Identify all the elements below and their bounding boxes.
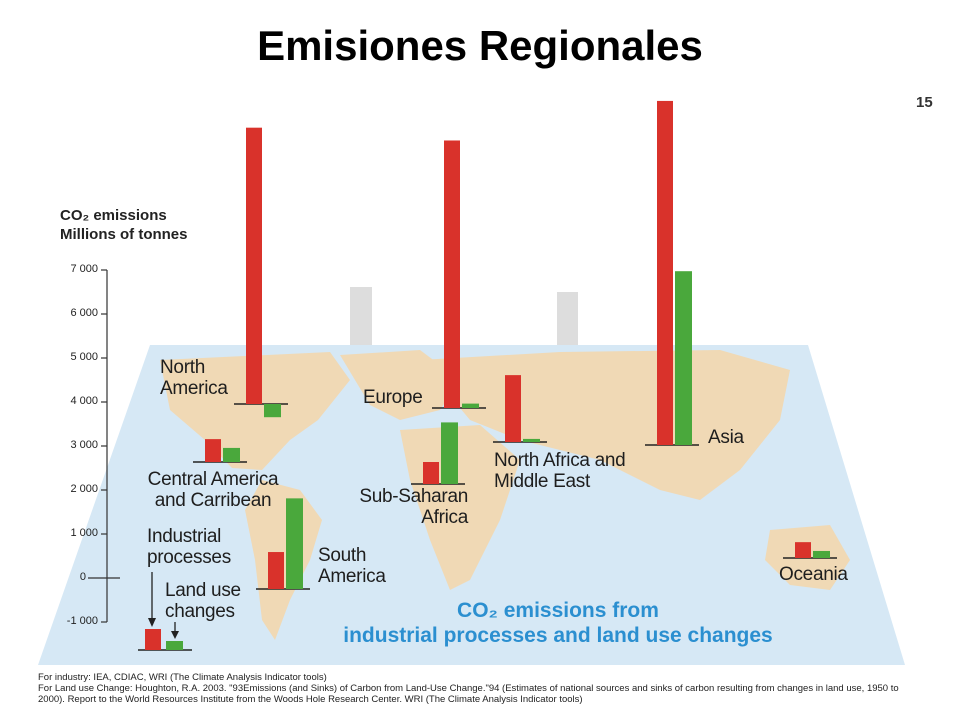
bar bbox=[246, 127, 262, 405]
y-tick-label: 2 000 bbox=[70, 483, 98, 495]
bar bbox=[813, 550, 830, 558]
bar bbox=[441, 422, 458, 484]
category-label: Central America and Carribean bbox=[147, 469, 279, 511]
source-line: For Land use Change: Houghton, R.A. 2003… bbox=[38, 683, 899, 705]
bar bbox=[205, 439, 221, 462]
y-axis-label: CO₂ emissions Millions of tonnes bbox=[60, 206, 188, 244]
legend-swatch bbox=[145, 629, 161, 650]
bar bbox=[523, 438, 540, 442]
map-title-line: industrial processes and land use change… bbox=[343, 624, 773, 647]
category-label: South America bbox=[318, 545, 386, 587]
category-label: Sub-Saharan Africa bbox=[359, 486, 468, 528]
bar bbox=[223, 447, 240, 462]
sources: For industry: IEA, CDIAC, WRI (The Clima… bbox=[38, 672, 918, 705]
y-tick-label: 4 000 bbox=[70, 395, 98, 407]
legend-arrowhead bbox=[148, 618, 156, 627]
legend-label: Land use changes bbox=[165, 580, 241, 622]
map-title-line: CO₂ emissions from bbox=[457, 599, 659, 622]
y-tick-label: 3 000 bbox=[70, 439, 98, 451]
source-line: For industry: IEA, CDIAC, WRI (The Clima… bbox=[38, 672, 327, 683]
bar bbox=[286, 498, 303, 589]
bar bbox=[657, 100, 673, 446]
bar bbox=[505, 375, 521, 442]
category-label: North Africa and Middle East bbox=[494, 450, 626, 492]
legend-swatch bbox=[166, 641, 183, 650]
bar bbox=[675, 271, 692, 445]
page-number: 15 bbox=[916, 94, 933, 111]
bar bbox=[795, 542, 811, 558]
bar bbox=[423, 462, 439, 484]
y-tick-label: 1 000 bbox=[70, 527, 98, 539]
y-tick-label: 0 bbox=[79, 571, 86, 583]
category-label: Asia bbox=[708, 427, 744, 448]
y-axis-label-line: CO₂ emissions bbox=[60, 207, 167, 224]
y-tick-label: -1 000 bbox=[66, 615, 98, 627]
legend-arrowhead bbox=[171, 631, 179, 639]
bar bbox=[462, 403, 479, 408]
map-title: CO₂ emissions from industrial processes … bbox=[318, 598, 798, 648]
category-label: North America bbox=[160, 357, 228, 399]
y-tick-label: 7 000 bbox=[70, 263, 98, 275]
bar bbox=[444, 140, 460, 409]
y-tick-label: 5 000 bbox=[70, 351, 98, 363]
category-label: Europe bbox=[363, 387, 423, 408]
y-tick-label: 6 000 bbox=[70, 307, 98, 319]
y-axis-label-line: Millions of tonnes bbox=[60, 226, 188, 243]
category-label: Oceania bbox=[779, 564, 848, 585]
bar bbox=[268, 552, 284, 589]
chart-title: Emisiones Regionales bbox=[257, 22, 703, 69]
legend-label: Industrial processes bbox=[147, 526, 231, 568]
bar bbox=[264, 404, 281, 418]
